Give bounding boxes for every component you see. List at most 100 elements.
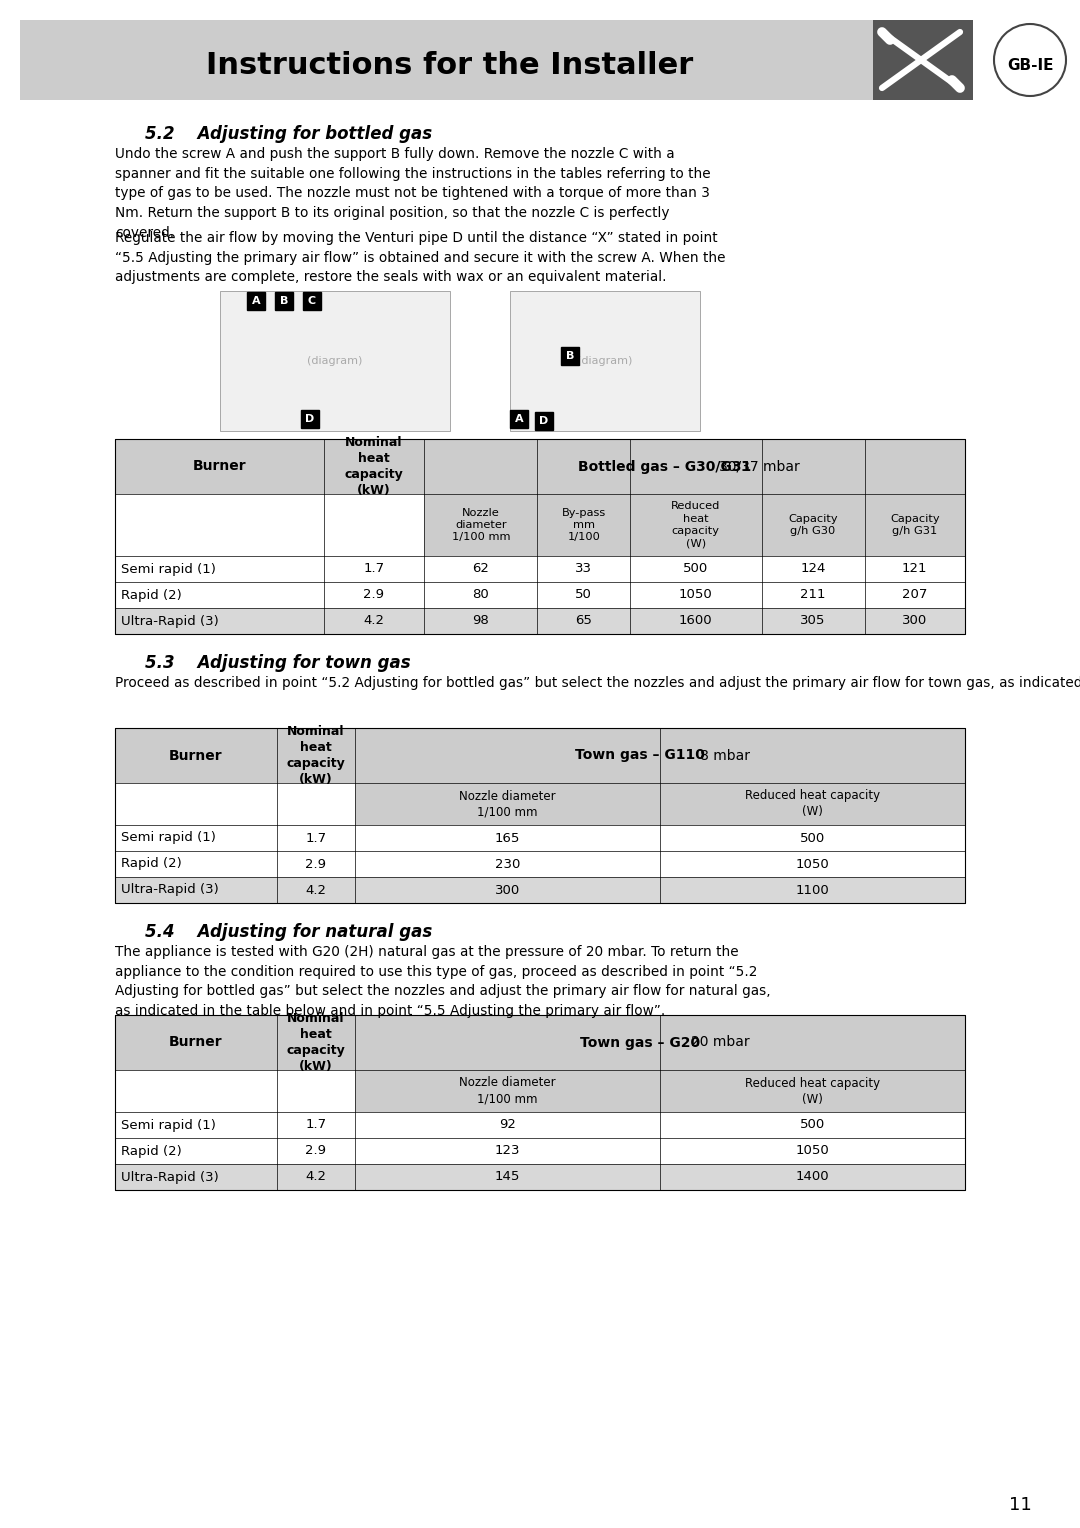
Text: The appliance is tested with G20 (2H) natural gas at the pressure of 20 mbar. To: The appliance is tested with G20 (2H) na… xyxy=(114,944,771,1018)
Bar xyxy=(114,1070,355,1112)
Bar xyxy=(114,556,324,582)
Text: 1.7: 1.7 xyxy=(306,1118,326,1132)
Bar xyxy=(538,494,630,556)
Text: Rapid (2): Rapid (2) xyxy=(121,1144,181,1158)
Text: 305: 305 xyxy=(800,614,826,628)
Text: Reduced heat capacity
(W): Reduced heat capacity (W) xyxy=(745,1077,880,1105)
Text: Semi rapid (1): Semi rapid (1) xyxy=(121,1118,216,1132)
Text: 500: 500 xyxy=(800,831,825,845)
Text: Bottled gas – G30/G31: Bottled gas – G30/G31 xyxy=(578,460,752,474)
Text: Proceed as described in point “5.2 Adjusting for bottled gas” but select the noz: Proceed as described in point “5.2 Adjus… xyxy=(114,675,1080,691)
Text: C: C xyxy=(308,296,316,306)
Bar xyxy=(114,877,276,903)
Bar xyxy=(865,556,966,582)
Text: 165: 165 xyxy=(495,831,521,845)
Text: Burner: Burner xyxy=(192,460,246,474)
Bar xyxy=(355,1112,660,1138)
Text: Ultra-Rapid (3): Ultra-Rapid (3) xyxy=(121,1170,219,1184)
Bar xyxy=(114,439,966,634)
Text: 5.3    Adjusting for town gas: 5.3 Adjusting for town gas xyxy=(145,654,410,672)
Bar xyxy=(301,410,319,428)
Text: 500: 500 xyxy=(684,562,708,576)
Text: 500: 500 xyxy=(800,1118,825,1132)
Bar xyxy=(561,347,579,365)
Bar xyxy=(535,413,553,429)
Bar xyxy=(324,608,424,634)
Text: 2.9: 2.9 xyxy=(306,857,326,871)
Bar xyxy=(324,556,424,582)
Bar xyxy=(324,582,424,608)
Bar xyxy=(303,292,321,310)
Text: Nominal
heat
capacity
(kW): Nominal heat capacity (kW) xyxy=(286,724,346,785)
Bar xyxy=(660,1070,966,1112)
Text: Town gas – G110: Town gas – G110 xyxy=(575,749,705,762)
Text: GB-IE: GB-IE xyxy=(1007,58,1053,72)
Bar xyxy=(660,1112,966,1138)
Text: 62: 62 xyxy=(472,562,489,576)
Text: By-pass
mm
1/100: By-pass mm 1/100 xyxy=(562,507,606,542)
Text: 300: 300 xyxy=(495,883,521,897)
Bar xyxy=(247,292,265,310)
Text: 1.7: 1.7 xyxy=(363,562,384,576)
Bar xyxy=(114,1112,276,1138)
Text: Ultra-Rapid (3): Ultra-Rapid (3) xyxy=(121,883,219,897)
Bar xyxy=(114,1015,966,1190)
Bar xyxy=(865,608,966,634)
Bar xyxy=(114,608,324,634)
Text: 65: 65 xyxy=(576,614,592,628)
Bar xyxy=(424,556,538,582)
Circle shape xyxy=(994,24,1066,96)
Text: Rapid (2): Rapid (2) xyxy=(121,588,181,602)
Bar xyxy=(630,556,761,582)
Text: Undo the screw A and push the support B fully down. Remove the nozzle C with a
s: Undo the screw A and push the support B … xyxy=(114,147,711,240)
Text: Nozzle
diameter
1/100 mm: Nozzle diameter 1/100 mm xyxy=(451,507,510,542)
Text: Nominal
heat
capacity
(kW): Nominal heat capacity (kW) xyxy=(345,435,403,497)
Bar xyxy=(660,851,966,877)
Text: 11: 11 xyxy=(1009,1496,1031,1514)
Text: A: A xyxy=(515,414,524,423)
Text: Regulate the air flow by moving the Venturi pipe D until the distance “X” stated: Regulate the air flow by moving the Vent… xyxy=(114,231,726,284)
Text: Town gas – G20: Town gas – G20 xyxy=(580,1036,700,1050)
Text: Reduced heat capacity
(W): Reduced heat capacity (W) xyxy=(745,790,880,819)
Text: 33: 33 xyxy=(576,562,592,576)
Bar xyxy=(424,582,538,608)
Text: 121: 121 xyxy=(902,562,928,576)
Bar xyxy=(865,582,966,608)
Bar xyxy=(114,782,355,825)
Bar xyxy=(114,851,276,877)
Text: (diagram): (diagram) xyxy=(578,356,633,367)
Text: A: A xyxy=(252,296,260,306)
Text: 1050: 1050 xyxy=(679,588,713,602)
Bar xyxy=(660,825,966,851)
Bar xyxy=(114,439,966,494)
Bar xyxy=(114,1164,276,1190)
Bar xyxy=(355,1164,660,1190)
Text: 2.9: 2.9 xyxy=(363,588,384,602)
Text: 20 mbar: 20 mbar xyxy=(691,1036,750,1050)
Text: 4.2: 4.2 xyxy=(306,883,326,897)
Text: Semi rapid (1): Semi rapid (1) xyxy=(121,562,216,576)
Text: B: B xyxy=(566,351,575,361)
Text: 1050: 1050 xyxy=(796,1144,829,1158)
Text: Capacity
g/h G31: Capacity g/h G31 xyxy=(890,513,940,536)
Bar xyxy=(355,1138,660,1164)
Bar xyxy=(538,556,630,582)
Text: Burner: Burner xyxy=(170,1036,222,1050)
Bar xyxy=(355,851,660,877)
Text: 230: 230 xyxy=(495,857,521,871)
Bar xyxy=(660,877,966,903)
Bar xyxy=(424,608,538,634)
Text: Rapid (2): Rapid (2) xyxy=(121,857,181,871)
Text: Semi rapid (1): Semi rapid (1) xyxy=(121,831,216,845)
Bar xyxy=(114,582,324,608)
Bar xyxy=(276,877,355,903)
Bar xyxy=(630,494,761,556)
Bar xyxy=(276,825,355,851)
Text: 92: 92 xyxy=(499,1118,516,1132)
Bar xyxy=(761,556,865,582)
Bar xyxy=(873,20,973,99)
Bar xyxy=(114,727,966,903)
Text: 2.9: 2.9 xyxy=(306,1144,326,1158)
Bar xyxy=(761,608,865,634)
Bar xyxy=(538,582,630,608)
